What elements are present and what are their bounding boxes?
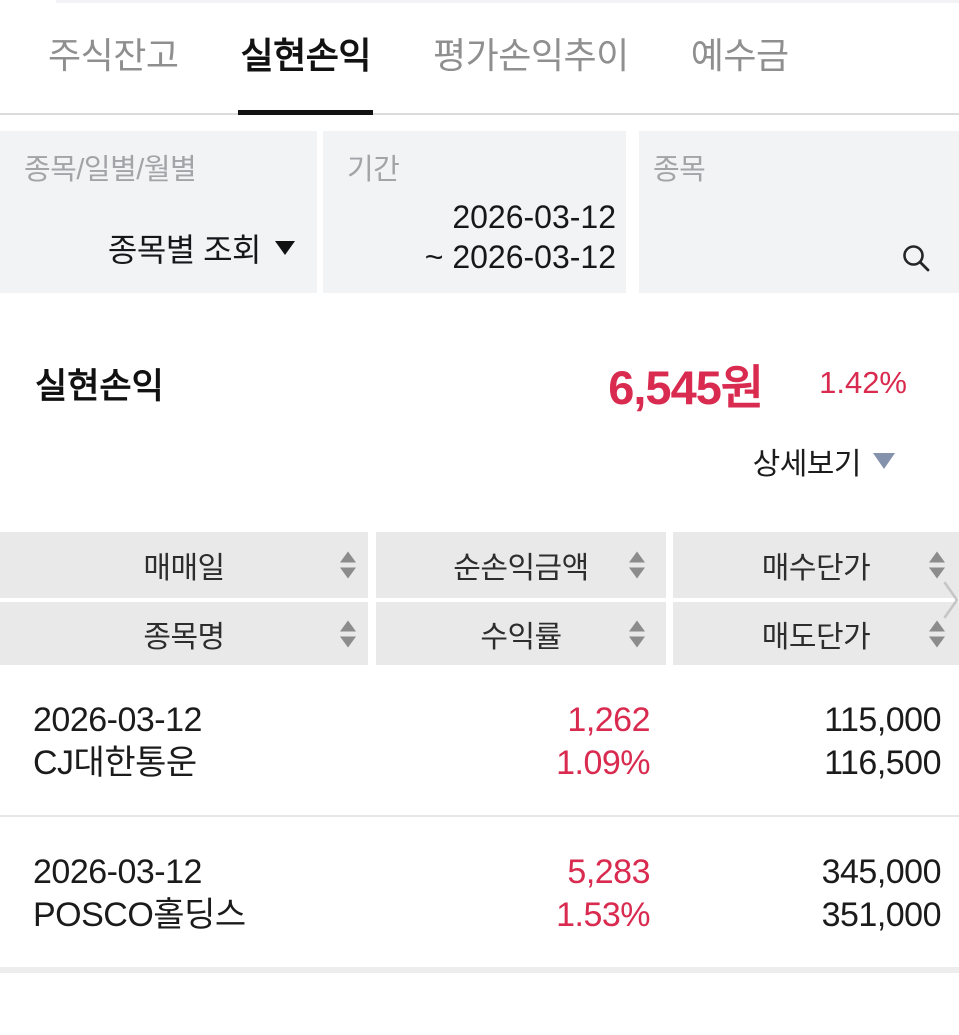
filter-period: 기간 2026-03-12 ~ 2026-03-12 bbox=[323, 131, 626, 293]
view-type-dropdown[interactable]: 종목별 조회 bbox=[108, 225, 295, 271]
row-trade-date: 2026-03-12 bbox=[33, 853, 202, 891]
header-sell-price-label: 매도단가 bbox=[761, 620, 871, 654]
row-trade-date: 2026-03-12 bbox=[33, 701, 202, 739]
sort-icon bbox=[929, 551, 945, 579]
tab-realized-profit[interactable]: 실현손익 bbox=[238, 27, 373, 115]
header-stock-name-label: 종목명 bbox=[143, 620, 225, 654]
row-prices: 115,000 116,500 bbox=[673, 699, 959, 785]
detail-toggle-label: 상세보기 bbox=[752, 448, 862, 481]
filter-period-label: 기간 bbox=[347, 154, 400, 186]
row-stock-name: POSCO홀딩스 bbox=[33, 896, 246, 934]
tab-deposit[interactable]: 예수금 bbox=[690, 35, 789, 76]
sort-icon bbox=[340, 551, 356, 579]
filter-stock-label: 종목 bbox=[653, 154, 706, 186]
summary-row: 실현손익 6,545원 1.42% bbox=[0, 343, 959, 423]
row-return-rate: 1.53% bbox=[556, 896, 650, 934]
search-icon[interactable] bbox=[901, 243, 931, 273]
row-buy-price: 115,000 bbox=[824, 701, 941, 739]
row-date-name: 2026-03-12 POSCO홀딩스 bbox=[0, 851, 368, 937]
sort-icon bbox=[929, 620, 945, 647]
row-stock-name: CJ대한통운 bbox=[33, 744, 197, 782]
sort-icon bbox=[629, 551, 645, 579]
row-profit-rate: 1,262 1.09% bbox=[376, 699, 666, 785]
filter-stock-search: 종목 bbox=[639, 131, 959, 293]
header-trade-date[interactable]: 매매일 bbox=[0, 532, 368, 598]
table-row[interactable]: 2026-03-12 POSCO홀딩스 5,283 1.53% 345,000 … bbox=[0, 817, 959, 967]
tab-stock-balance[interactable]: 주식잔고 bbox=[48, 35, 179, 76]
row-return-rate: 1.09% bbox=[556, 744, 650, 782]
row-net-profit: 1,262 bbox=[567, 701, 650, 739]
tab-realized-profit-label: 실현손익 bbox=[240, 35, 371, 76]
row-date-name: 2026-03-12 CJ대한통운 bbox=[0, 699, 368, 785]
table-header: 매매일 순손익금액 매수단가 종목명 수익률 매도단가 bbox=[0, 532, 959, 665]
tab-valuation-trend[interactable]: 평가손익추이 bbox=[432, 35, 629, 76]
row-buy-price: 345,000 bbox=[821, 853, 942, 891]
sort-icon bbox=[629, 620, 645, 647]
detail-toggle[interactable]: 상세보기 bbox=[0, 445, 895, 481]
row-sell-price: 351,000 bbox=[821, 896, 942, 934]
row-net-profit: 5,283 bbox=[567, 853, 650, 891]
header-return-rate[interactable]: 수익률 bbox=[376, 602, 666, 665]
summary-label: 실현손익 bbox=[35, 366, 164, 406]
header-return-rate-label: 수익률 bbox=[480, 620, 562, 654]
summary-rate: 1.42% bbox=[819, 365, 907, 400]
header-stock-name[interactable]: 종목명 bbox=[0, 602, 368, 665]
row-divider bbox=[0, 815, 959, 817]
section-separator bbox=[0, 967, 959, 973]
header-sell-price[interactable]: 매도단가 bbox=[673, 602, 959, 665]
sort-icon bbox=[340, 620, 356, 647]
period-date-range[interactable]: 2026-03-12 ~ 2026-03-12 bbox=[425, 197, 616, 277]
dropdown-caret-icon bbox=[275, 241, 295, 255]
active-tab-underline bbox=[238, 110, 373, 115]
scroll-right-icon[interactable] bbox=[943, 581, 959, 624]
row-prices: 345,000 351,000 bbox=[673, 851, 959, 937]
header-net-profit[interactable]: 순손익금액 bbox=[376, 532, 666, 598]
header-buy-price-label: 매수단가 bbox=[761, 552, 871, 585]
tab-bar: 주식잔고 실현손익 평가손익추이 예수금 bbox=[0, 0, 959, 115]
period-from-date: 2026-03-12 bbox=[452, 199, 616, 235]
row-profit-rate: 5,283 1.53% bbox=[376, 851, 666, 937]
row-sell-price: 116,500 bbox=[824, 744, 941, 782]
period-to-date: ~ 2026-03-12 bbox=[424, 239, 616, 275]
top-edge-strip bbox=[56, 0, 959, 3]
header-trade-date-label: 매매일 bbox=[143, 552, 225, 585]
header-net-profit-label: 순손익금액 bbox=[453, 552, 589, 585]
view-type-dropdown-value: 종목별 조회 bbox=[107, 232, 262, 268]
table-row[interactable]: 2026-03-12 CJ대한통운 1,262 1.09% 115,000 11… bbox=[0, 665, 959, 815]
summary-amount: 6,545원 bbox=[608, 360, 764, 414]
header-buy-price[interactable]: 매수단가 bbox=[673, 532, 959, 598]
detail-expand-icon bbox=[873, 453, 895, 469]
filter-section: 종목/일별/월별 종목별 조회 기간 2026-03-12 ~ 2026-03-… bbox=[0, 131, 959, 293]
filter-view-type: 종목/일별/월별 종목별 조회 bbox=[0, 131, 317, 293]
filter-view-type-label: 종목/일별/월별 bbox=[24, 154, 197, 186]
